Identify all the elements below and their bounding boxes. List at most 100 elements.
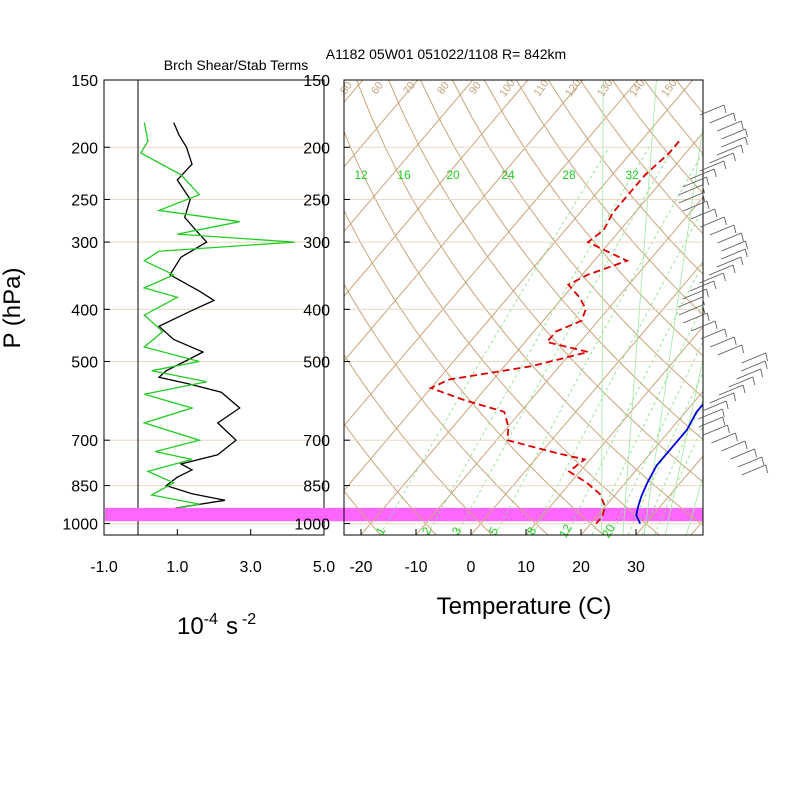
wind-barb (678, 304, 703, 316)
wind-barb (700, 328, 725, 340)
moist-adiabat-line (664, 357, 703, 535)
wind-barbs (678, 104, 769, 476)
mixing-ratio-line (627, 371, 703, 535)
wind-barb-feather (733, 112, 736, 122)
wind-barb (689, 280, 715, 292)
wind-barb-feather (725, 400, 729, 410)
skewt-plot-frame (343, 79, 704, 536)
wind-barb-feather (764, 360, 768, 370)
adiabat-label: 60 (369, 80, 386, 97)
wind-barb (730, 448, 755, 460)
wind-barb (708, 264, 734, 276)
isotherm-line (360, 131, 703, 535)
skewt-title: A1182 05W01 051022/1108 R= 842km (326, 46, 566, 62)
wind-barb-feather (714, 208, 718, 218)
wind-barb (711, 432, 736, 444)
isotherm-line (470, 261, 703, 535)
dry-adiabat-line (483, 80, 703, 357)
highlight-band (105, 507, 703, 522)
wind-barb (700, 216, 725, 228)
wind-barb (721, 240, 746, 252)
wind-barb (690, 320, 716, 332)
wind-barb (736, 368, 761, 380)
mixing-ratio-line (426, 147, 650, 535)
wind-barb (683, 312, 708, 324)
wind-barb (678, 296, 703, 308)
wind-barb (716, 144, 742, 156)
wind-barb-feather (760, 368, 764, 378)
wind-barb (690, 168, 715, 180)
isotherm-line (525, 326, 703, 535)
wind-barb-feather (733, 336, 737, 346)
wind-barb-feather (724, 328, 728, 338)
mixing-ratio-line (591, 305, 703, 535)
wind-barb (741, 464, 766, 476)
wind-barb-feather (741, 232, 744, 242)
wind-barb (690, 208, 715, 220)
wind-barb (698, 408, 723, 420)
left-series-line-1 (143, 122, 241, 519)
wind-barb-feather (754, 448, 757, 458)
shear-stability-panel: 150 200 250 300 400 500 700 850 1000 -1.0 1.0 3.0 5… (0, 57, 335, 640)
wind-barb (709, 392, 734, 404)
skewt-y-tick-label: 700 (303, 433, 330, 450)
wind-barb (721, 128, 746, 140)
adiabat-label: 50 (338, 80, 355, 97)
left-x-label-exp1: -4 (204, 611, 218, 628)
wind-barb (699, 160, 724, 172)
wind-barb (721, 136, 746, 148)
wind-barb-feather (723, 216, 727, 226)
wind-barb-feather (740, 256, 744, 266)
wind-barb (717, 344, 742, 356)
isotherm-line (0, 80, 308, 535)
isotherm-line (635, 455, 703, 535)
skewt-x-tick-label: -20 (349, 559, 372, 576)
left-y-tick-label: 250 (71, 192, 98, 209)
skewt-y-tick-label: 200 (303, 140, 330, 157)
left-x-label-base: 10 (177, 613, 204, 640)
adiabat-label: 70 (401, 80, 418, 97)
skewt-x-axis-label: Temperature (C) (437, 593, 612, 620)
wind-barb-feather (733, 152, 736, 162)
left-x-tick-label: 3.0 (240, 559, 262, 576)
mixing-ratio-line (566, 262, 703, 535)
left-y-tick-label: 150 (71, 73, 98, 90)
left-y-tick-label: 300 (71, 235, 98, 252)
wind-barb (737, 456, 763, 468)
left-x-ticks: -1.0 1.0 3.0 5.0 (90, 529, 335, 576)
skewt-pressure-grid (344, 79, 703, 525)
wind-barb-feather (702, 184, 705, 194)
adiabat-labels: 50 60 70 80 90 100 110 120 130 140 150 (338, 77, 680, 99)
skewt-y-tick-label: 1000 (294, 517, 330, 534)
mixing-ratio-line (641, 399, 703, 535)
mixing-ratio-label: 20 (446, 168, 460, 182)
wind-barb (709, 112, 734, 124)
wind-barb (721, 248, 746, 260)
isotherm-line (344, 80, 529, 297)
skewt-x-tick-label: 20 (572, 559, 590, 576)
wind-barb (678, 184, 703, 196)
wind-barb (709, 152, 734, 164)
mixing-ratio-bottom-label: 12 (556, 521, 575, 540)
moist-adiabat-line (601, 80, 604, 535)
wind-barb (741, 352, 766, 364)
mixing-ratio-label: 28 (562, 168, 576, 182)
isotherm-line (580, 390, 703, 535)
mixing-ratio-label: 24 (501, 168, 515, 182)
wind-barb (717, 232, 742, 244)
adiabat-label: 80 (435, 80, 452, 97)
left-plot-frame (103, 79, 325, 536)
dry-adiabat-line (643, 80, 703, 155)
wind-barb-feather (761, 456, 765, 466)
skewt-series-group (428, 140, 703, 525)
mixing-ratio-line (456, 147, 674, 535)
left-x-label-unit: s (226, 613, 238, 640)
dry-adiabat-line (708, 80, 800, 535)
wind-barb (682, 288, 707, 300)
left-x-tick-label: -1.0 (90, 559, 118, 576)
skewt-pressure-ticks: 150 200 250 300 400 500 700 850 1000 (294, 73, 350, 534)
isotherm-line (415, 196, 703, 535)
mixing-ratio-line (379, 147, 610, 535)
isotherm-line (344, 80, 694, 492)
